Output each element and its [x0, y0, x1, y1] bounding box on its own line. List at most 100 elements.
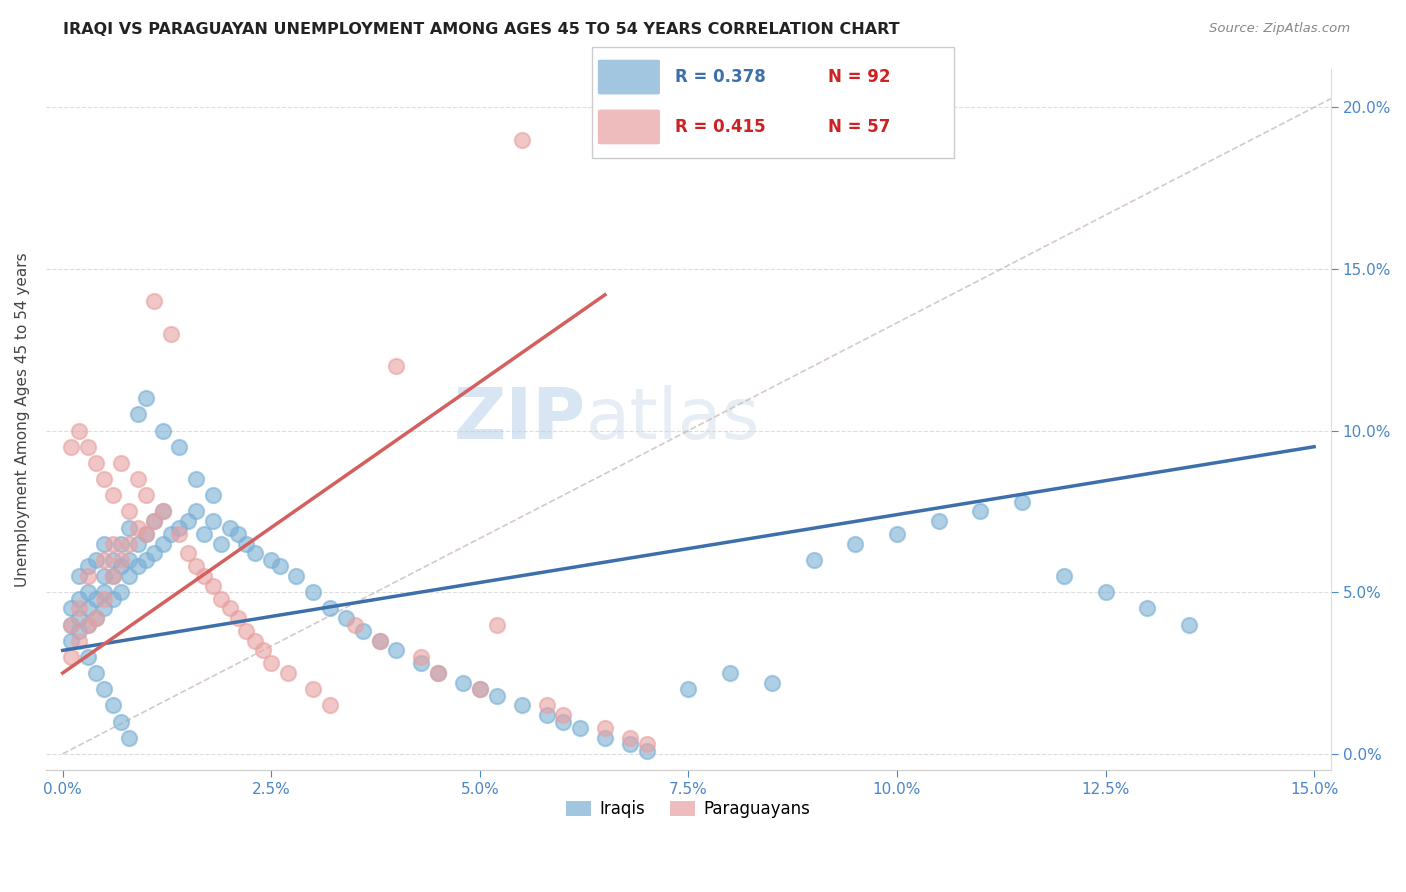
Point	[59, 617, 82, 632]
Point	[59, 633, 82, 648]
Point	[886, 527, 908, 541]
FancyBboxPatch shape	[592, 47, 955, 158]
Point	[427, 666, 450, 681]
Point	[143, 546, 166, 560]
Point	[969, 504, 991, 518]
Point	[76, 569, 98, 583]
Point	[67, 624, 90, 638]
Point	[285, 569, 308, 583]
Text: Source: ZipAtlas.com: Source: ZipAtlas.com	[1209, 22, 1350, 36]
Point	[553, 708, 575, 723]
Point	[485, 689, 508, 703]
Point	[568, 721, 591, 735]
Point	[186, 504, 208, 518]
Point	[636, 743, 658, 757]
Legend: Iraqis, Paraguayans: Iraqis, Paraguayans	[560, 794, 817, 825]
Point	[260, 553, 283, 567]
Point	[127, 472, 149, 486]
Point	[67, 601, 90, 615]
Text: IRAQI VS PARAGUAYAN UNEMPLOYMENT AMONG AGES 45 TO 54 YEARS CORRELATION CHART: IRAQI VS PARAGUAYAN UNEMPLOYMENT AMONG A…	[63, 22, 900, 37]
Point	[510, 133, 533, 147]
Point	[118, 553, 141, 567]
Point	[411, 657, 433, 671]
Point	[1094, 585, 1116, 599]
Point	[169, 527, 191, 541]
Point	[152, 424, 174, 438]
Point	[76, 601, 98, 615]
Point	[93, 601, 115, 615]
Point	[193, 527, 215, 541]
Point	[302, 585, 325, 599]
Point	[385, 359, 408, 373]
Point	[152, 504, 174, 518]
Point	[226, 527, 249, 541]
Point	[201, 488, 224, 502]
Point	[59, 617, 82, 632]
Point	[209, 537, 232, 551]
Point	[101, 591, 124, 606]
Point	[143, 294, 166, 309]
Point	[110, 456, 132, 470]
Point	[803, 553, 825, 567]
Point	[67, 611, 90, 625]
Point	[59, 440, 82, 454]
Point	[59, 601, 82, 615]
Point	[110, 537, 132, 551]
Point	[252, 643, 274, 657]
Point	[177, 514, 200, 528]
Point	[143, 514, 166, 528]
Point	[269, 559, 291, 574]
Point	[76, 617, 98, 632]
Point	[135, 527, 157, 541]
FancyBboxPatch shape	[598, 110, 659, 145]
Point	[1053, 569, 1076, 583]
Point	[385, 643, 408, 657]
Point	[536, 698, 558, 713]
Point	[160, 326, 183, 341]
Point	[84, 591, 107, 606]
Point	[84, 666, 107, 681]
Point	[67, 633, 90, 648]
Text: R = 0.378: R = 0.378	[675, 68, 765, 86]
Text: atlas: atlas	[586, 384, 761, 454]
Point	[510, 698, 533, 713]
Point	[93, 472, 115, 486]
Point	[93, 591, 115, 606]
Point	[143, 514, 166, 528]
Point	[928, 514, 950, 528]
Point	[127, 559, 149, 574]
Point	[277, 666, 299, 681]
Y-axis label: Unemployment Among Ages 45 to 54 years: Unemployment Among Ages 45 to 54 years	[15, 252, 30, 587]
Point	[1178, 617, 1201, 632]
Point	[235, 537, 257, 551]
Point	[226, 611, 249, 625]
Point	[761, 675, 783, 690]
Point	[152, 504, 174, 518]
Point	[118, 520, 141, 534]
Text: N = 57: N = 57	[828, 118, 890, 136]
Point	[135, 488, 157, 502]
Point	[352, 624, 374, 638]
Point	[160, 527, 183, 541]
Point	[110, 585, 132, 599]
Point	[93, 553, 115, 567]
Point	[368, 633, 391, 648]
Point	[76, 617, 98, 632]
Point	[218, 601, 240, 615]
Point	[101, 698, 124, 713]
Point	[201, 579, 224, 593]
Point	[553, 714, 575, 729]
FancyBboxPatch shape	[598, 60, 659, 95]
Point	[1011, 494, 1033, 508]
Point	[118, 569, 141, 583]
Point	[101, 569, 124, 583]
Point	[468, 682, 491, 697]
Point	[76, 440, 98, 454]
Text: ZIP: ZIP	[453, 384, 586, 454]
Point	[135, 391, 157, 405]
Point	[84, 456, 107, 470]
Point	[110, 714, 132, 729]
Point	[93, 682, 115, 697]
Point	[186, 559, 208, 574]
Point	[84, 611, 107, 625]
